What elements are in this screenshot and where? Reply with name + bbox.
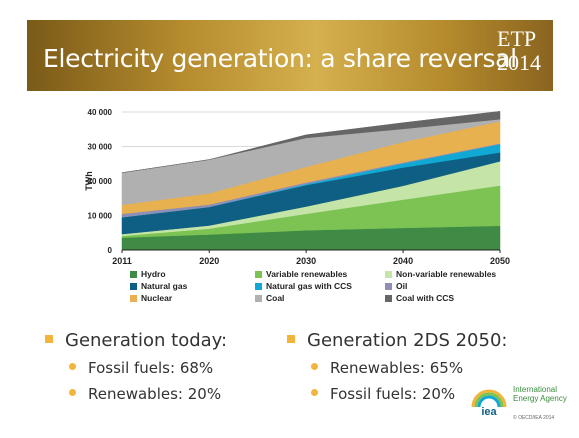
legend-label: Coal with CCS <box>396 293 454 303</box>
summary-today-heading: Generation today: <box>65 330 228 351</box>
legend-swatch <box>385 295 392 302</box>
iea-logo-text: International Energy Agency <box>513 385 567 403</box>
chart-areas <box>121 111 501 251</box>
iea-mark: iea <box>481 406 497 418</box>
y-tick-label: 10 000 <box>88 212 113 221</box>
summary-2050-heading: Generation 2DS 2050: <box>307 330 508 351</box>
y-tick-label: 30 000 <box>88 143 113 152</box>
title-banner: Electricity generation: a share reversal… <box>27 20 553 91</box>
legend-swatch <box>385 271 392 278</box>
legend-swatch <box>255 271 262 278</box>
summary-2050-item-1: Renewables: 65% <box>330 359 464 377</box>
legend-label: Natural gas with CCS <box>266 281 352 291</box>
y-tick-label: 0 <box>108 246 113 255</box>
iea-logo-line-2: Energy Agency <box>513 394 567 403</box>
legend-swatch <box>255 283 262 290</box>
badge-line-2: 2014 <box>497 50 541 75</box>
legend-label: Nuclear <box>141 293 173 303</box>
summary-2050-item-2: Fossil fuels: 20% <box>330 385 456 403</box>
y-axis-label: TWh <box>84 171 94 191</box>
legend-label: Non-variable renewables <box>396 269 496 279</box>
bullet-dot-icon <box>69 363 76 370</box>
iea-logo-icon: iea <box>471 389 507 418</box>
chart-legend: Hydro Variable renewables Non-variable ren… <box>130 269 496 303</box>
legend-swatch <box>385 283 392 290</box>
x-tick-label: 2030 <box>296 256 316 266</box>
x-tick-label: 2011 <box>112 256 132 266</box>
bullet-dot-icon <box>311 389 318 396</box>
legend-swatch <box>255 295 262 302</box>
iea-logo: iea International Energy Agency © OECD/I… <box>467 381 567 431</box>
badge-line-1: ETP <box>497 26 537 51</box>
bullet-square-icon <box>287 335 295 343</box>
bullet-square-icon <box>45 335 53 343</box>
legend-label: Variable renewables <box>266 269 348 279</box>
summary-2050: Generation 2DS 2050: Renewables: 65% Fos… <box>287 330 507 403</box>
legend-swatch <box>130 295 137 302</box>
legend-swatch <box>130 283 137 290</box>
x-tick-label: 2050 <box>490 256 510 266</box>
summary-today-item-1: Fossil fuels: 68% <box>88 359 214 377</box>
etp-badge: ETP 2014 <box>497 27 541 75</box>
summary-today: Generation today: Fossil fuels: 68% Rene… <box>45 330 227 403</box>
summary-today-item-2: Renewables: 20% <box>88 385 222 403</box>
iea-logo-line-1: International <box>513 385 558 394</box>
bullet-dot-icon <box>311 363 318 370</box>
chart-axes: 0 10 000 20 000 30 000 40 000 2011 2020 2030 204… <box>84 108 510 266</box>
slide-title: Electricity generation: a share reversal <box>43 44 517 73</box>
legend-label: Coal <box>266 293 284 303</box>
legend-label: Hydro <box>141 269 166 279</box>
copyright: © OECD/IEA 2014 <box>513 415 555 421</box>
area-coal-with-ccs <box>121 111 501 173</box>
bullet-dot-icon <box>69 389 76 396</box>
legend-swatch <box>130 271 137 278</box>
y-tick-label: 20 000 <box>88 177 113 186</box>
x-tick-label: 2040 <box>393 256 413 266</box>
y-tick-label: 40 000 <box>88 108 113 117</box>
legend-label: Oil <box>396 281 407 291</box>
x-tick-label: 2020 <box>199 256 219 266</box>
legend-label: Natural gas <box>141 281 188 291</box>
